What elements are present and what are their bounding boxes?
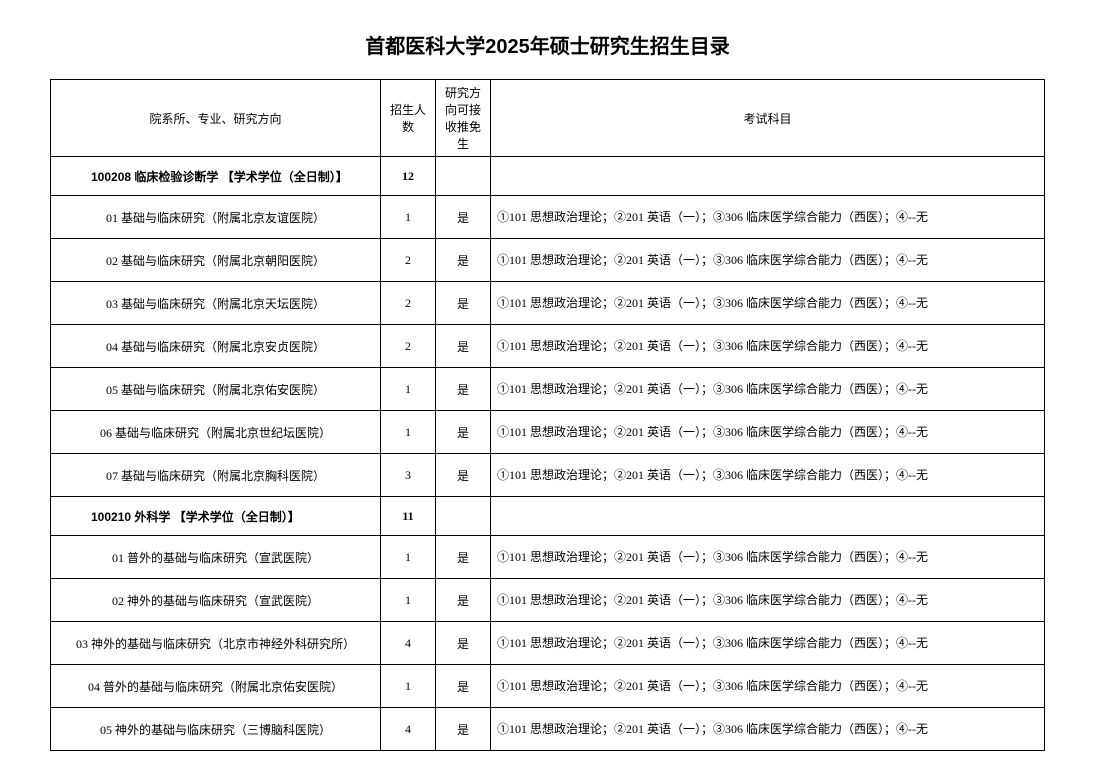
table-row: 01 基础与临床研究（附属北京友谊医院）1是①101 思想政治理论；②201 英… bbox=[51, 196, 1045, 239]
row-dept: 04 基础与临床研究（附属北京安贞医院） bbox=[51, 325, 381, 368]
row-subj: ①101 思想政治理论；②201 英语（一）；③306 临床医学综合能力（西医）… bbox=[491, 282, 1045, 325]
table-row: 02 神外的基础与临床研究（宣武医院）1是①101 思想政治理论；②201 英语… bbox=[51, 579, 1045, 622]
table-row: 05 基础与临床研究（附属北京佑安医院）1是①101 思想政治理论；②201 英… bbox=[51, 368, 1045, 411]
section-total: 11 bbox=[381, 497, 436, 536]
row-dept: 01 基础与临床研究（附属北京友谊医院） bbox=[51, 196, 381, 239]
row-num: 3 bbox=[381, 454, 436, 497]
row-subj: ①101 思想政治理论；②201 英语（一）；③306 临床医学综合能力（西医）… bbox=[491, 454, 1045, 497]
section-row: 100208 临床检验诊断学 【学术学位（全日制）】12 bbox=[51, 157, 1045, 196]
row-rec: 是 bbox=[436, 454, 491, 497]
page-title: 首都医科大学2025年硕士研究生招生目录 bbox=[50, 30, 1045, 59]
row-num: 1 bbox=[381, 368, 436, 411]
row-subj: ①101 思想政治理论；②201 英语（一）；③306 临床医学综合能力（西医）… bbox=[491, 239, 1045, 282]
row-rec: 是 bbox=[436, 622, 491, 665]
table-row: 01 普外的基础与临床研究（宣武医院）1是①101 思想政治理论；②201 英语… bbox=[51, 536, 1045, 579]
row-num: 2 bbox=[381, 239, 436, 282]
row-subj: ①101 思想政治理论；②201 英语（一）；③306 临床医学综合能力（西医）… bbox=[491, 411, 1045, 454]
row-dept: 05 神外的基础与临床研究（三博脑科医院） bbox=[51, 708, 381, 751]
table-row: 05 神外的基础与临床研究（三博脑科医院）4是①101 思想政治理论；②201 … bbox=[51, 708, 1045, 751]
row-dept: 01 普外的基础与临床研究（宣武医院） bbox=[51, 536, 381, 579]
row-dept: 02 神外的基础与临床研究（宣武医院） bbox=[51, 579, 381, 622]
row-dept: 02 基础与临床研究（附属北京朝阳医院） bbox=[51, 239, 381, 282]
row-num: 2 bbox=[381, 325, 436, 368]
row-subj: ①101 思想政治理论；②201 英语（一）；③306 临床医学综合能力（西医）… bbox=[491, 368, 1045, 411]
row-dept: 05 基础与临床研究（附属北京佑安医院） bbox=[51, 368, 381, 411]
table-row: 03 神外的基础与临床研究（北京市神经外科研究所）4是①101 思想政治理论；②… bbox=[51, 622, 1045, 665]
row-num: 1 bbox=[381, 536, 436, 579]
header-dept: 院系所、专业、研究方向 bbox=[51, 80, 381, 157]
header-num: 招生人数 bbox=[381, 80, 436, 157]
row-rec: 是 bbox=[436, 368, 491, 411]
header-rec: 研究方向可接收推免生 bbox=[436, 80, 491, 157]
header-subj: 考试科目 bbox=[491, 80, 1045, 157]
row-subj: ①101 思想政治理论；②201 英语（一）；③306 临床医学综合能力（西医）… bbox=[491, 325, 1045, 368]
table-row: 03 基础与临床研究（附属北京天坛医院）2是①101 思想政治理论；②201 英… bbox=[51, 282, 1045, 325]
table-row: 07 基础与临床研究（附属北京胸科医院）3是①101 思想政治理论；②201 英… bbox=[51, 454, 1045, 497]
row-dept: 04 普外的基础与临床研究（附属北京佑安医院） bbox=[51, 665, 381, 708]
admissions-table: 院系所、专业、研究方向 招生人数 研究方向可接收推免生 考试科目 100208 … bbox=[50, 79, 1045, 751]
table-row: 04 基础与临床研究（附属北京安贞医院）2是①101 思想政治理论；②201 英… bbox=[51, 325, 1045, 368]
table-row: 04 普外的基础与临床研究（附属北京佑安医院）1是①101 思想政治理论；②20… bbox=[51, 665, 1045, 708]
row-num: 4 bbox=[381, 622, 436, 665]
row-num: 1 bbox=[381, 411, 436, 454]
row-num: 2 bbox=[381, 282, 436, 325]
row-dept: 07 基础与临床研究（附属北京胸科医院） bbox=[51, 454, 381, 497]
row-rec: 是 bbox=[436, 239, 491, 282]
section-total: 12 bbox=[381, 157, 436, 196]
row-num: 4 bbox=[381, 708, 436, 751]
section-label: 100208 临床检验诊断学 【学术学位（全日制）】 bbox=[51, 157, 381, 196]
row-dept: 03 基础与临床研究（附属北京天坛医院） bbox=[51, 282, 381, 325]
section-rec bbox=[436, 157, 491, 196]
section-subj bbox=[491, 497, 1045, 536]
row-rec: 是 bbox=[436, 411, 491, 454]
row-rec: 是 bbox=[436, 708, 491, 751]
row-rec: 是 bbox=[436, 536, 491, 579]
row-num: 1 bbox=[381, 579, 436, 622]
row-dept: 03 神外的基础与临床研究（北京市神经外科研究所） bbox=[51, 622, 381, 665]
row-subj: ①101 思想政治理论；②201 英语（一）；③306 临床医学综合能力（西医）… bbox=[491, 665, 1045, 708]
row-subj: ①101 思想政治理论；②201 英语（一）；③306 临床医学综合能力（西医）… bbox=[491, 536, 1045, 579]
section-rec bbox=[436, 497, 491, 536]
row-num: 1 bbox=[381, 196, 436, 239]
section-subj bbox=[491, 157, 1045, 196]
row-subj: ①101 思想政治理论；②201 英语（一）；③306 临床医学综合能力（西医）… bbox=[491, 708, 1045, 751]
row-subj: ①101 思想政治理论；②201 英语（一）；③306 临床医学综合能力（西医）… bbox=[491, 622, 1045, 665]
section-label: 100210 外科学 【学术学位（全日制）】 bbox=[51, 497, 381, 536]
row-rec: 是 bbox=[436, 196, 491, 239]
row-rec: 是 bbox=[436, 579, 491, 622]
section-row: 100210 外科学 【学术学位（全日制）】11 bbox=[51, 497, 1045, 536]
row-rec: 是 bbox=[436, 282, 491, 325]
row-rec: 是 bbox=[436, 325, 491, 368]
row-subj: ①101 思想政治理论；②201 英语（一）；③306 临床医学综合能力（西医）… bbox=[491, 579, 1045, 622]
table-header-row: 院系所、专业、研究方向 招生人数 研究方向可接收推免生 考试科目 bbox=[51, 80, 1045, 157]
row-rec: 是 bbox=[436, 665, 491, 708]
row-num: 1 bbox=[381, 665, 436, 708]
table-row: 06 基础与临床研究（附属北京世纪坛医院）1是①101 思想政治理论；②201 … bbox=[51, 411, 1045, 454]
row-dept: 06 基础与临床研究（附属北京世纪坛医院） bbox=[51, 411, 381, 454]
row-subj: ①101 思想政治理论；②201 英语（一）；③306 临床医学综合能力（西医）… bbox=[491, 196, 1045, 239]
table-row: 02 基础与临床研究（附属北京朝阳医院）2是①101 思想政治理论；②201 英… bbox=[51, 239, 1045, 282]
